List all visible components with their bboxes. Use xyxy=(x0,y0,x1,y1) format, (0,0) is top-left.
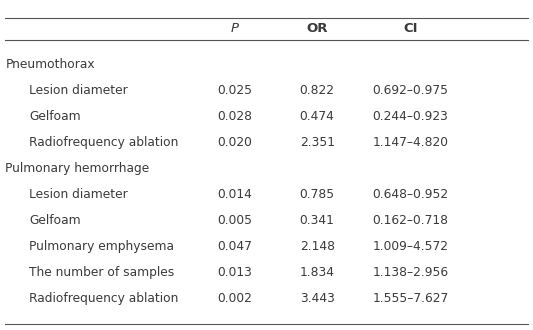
Text: 0.648–0.952: 0.648–0.952 xyxy=(373,188,448,201)
Text: 0.013: 0.013 xyxy=(217,266,252,279)
Text: 2.351: 2.351 xyxy=(300,136,335,149)
Text: 0.785: 0.785 xyxy=(300,188,335,201)
Text: 1.834: 1.834 xyxy=(300,266,335,279)
Text: 0.822: 0.822 xyxy=(300,84,335,97)
Text: CI: CI xyxy=(403,21,418,35)
Text: 2.148: 2.148 xyxy=(300,240,335,253)
Text: 1.009–4.572: 1.009–4.572 xyxy=(373,240,448,253)
Text: Gelfoam: Gelfoam xyxy=(29,214,81,227)
Text: Radiofrequency ablation: Radiofrequency ablation xyxy=(29,136,179,149)
Text: 0.341: 0.341 xyxy=(300,214,335,227)
Text: 0.014: 0.014 xyxy=(217,188,252,201)
Text: Lesion diameter: Lesion diameter xyxy=(29,84,128,97)
Text: 0.002: 0.002 xyxy=(217,292,252,305)
Text: 0.474: 0.474 xyxy=(300,110,335,123)
Text: 0.025: 0.025 xyxy=(217,84,252,97)
Text: Gelfoam: Gelfoam xyxy=(29,110,81,123)
Text: 0.047: 0.047 xyxy=(217,240,252,253)
Text: OR: OR xyxy=(306,21,328,35)
Text: 0.020: 0.020 xyxy=(217,136,252,149)
Text: 0.005: 0.005 xyxy=(217,214,252,227)
Text: 1.147–4.820: 1.147–4.820 xyxy=(373,136,448,149)
Text: 3.443: 3.443 xyxy=(300,292,335,305)
Text: 0.692–0.975: 0.692–0.975 xyxy=(373,84,448,97)
Text: Pulmonary hemorrhage: Pulmonary hemorrhage xyxy=(5,162,150,175)
Text: 0.244–0.923: 0.244–0.923 xyxy=(373,110,448,123)
Text: The number of samples: The number of samples xyxy=(29,266,175,279)
Text: 0.162–0.718: 0.162–0.718 xyxy=(373,214,448,227)
Text: 1.555–7.627: 1.555–7.627 xyxy=(372,292,449,305)
Text: Radiofrequency ablation: Radiofrequency ablation xyxy=(29,292,179,305)
Text: Pulmonary emphysema: Pulmonary emphysema xyxy=(29,240,174,253)
Text: P: P xyxy=(230,21,239,35)
Text: 1.138–2.956: 1.138–2.956 xyxy=(373,266,448,279)
Text: Lesion diameter: Lesion diameter xyxy=(29,188,128,201)
Text: 0.028: 0.028 xyxy=(217,110,252,123)
Text: Pneumothorax: Pneumothorax xyxy=(5,58,95,71)
